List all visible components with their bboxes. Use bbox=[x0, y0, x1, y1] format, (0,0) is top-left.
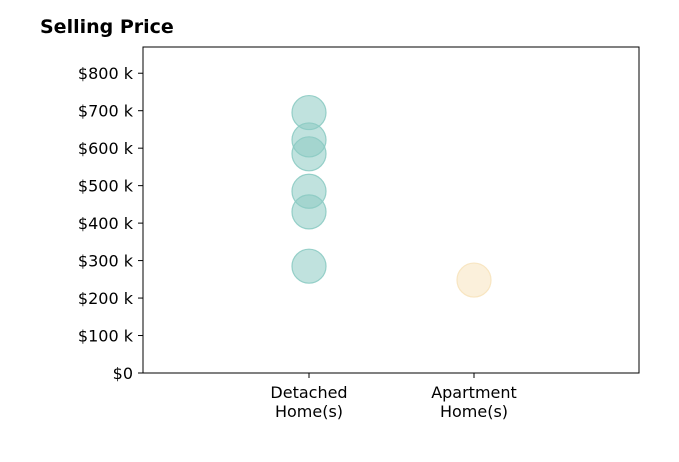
data-points bbox=[291, 94, 492, 298]
plot-area bbox=[142, 46, 640, 374]
y-tick-label: $600 k bbox=[78, 139, 134, 158]
x-tick-label: Detached bbox=[270, 383, 347, 402]
y-tick-label: $400 k bbox=[78, 214, 134, 233]
x-tick-label: Home(s) bbox=[275, 402, 343, 421]
y-axis: $0 $100 k $200 k $300 k $400 k $500 k $600 k $7… bbox=[78, 64, 143, 383]
x-tick-label: Home(s) bbox=[440, 402, 508, 421]
data-point bbox=[456, 262, 492, 298]
y-tick-label: $500 k bbox=[78, 177, 134, 196]
data-point bbox=[291, 94, 327, 131]
y-tick-label: $800 k bbox=[78, 64, 134, 83]
y-tick-label: $700 k bbox=[78, 102, 134, 121]
data-point bbox=[291, 173, 327, 209]
x-tick-label: Apartment bbox=[431, 383, 517, 402]
y-tick-label: $0 bbox=[113, 364, 133, 383]
chart-title: Selling Price bbox=[40, 16, 174, 38]
y-tick-label: $100 k bbox=[78, 327, 134, 346]
data-point bbox=[291, 248, 327, 284]
y-tick-label: $200 k bbox=[78, 289, 134, 308]
y-tick-label: $300 k bbox=[78, 252, 134, 271]
